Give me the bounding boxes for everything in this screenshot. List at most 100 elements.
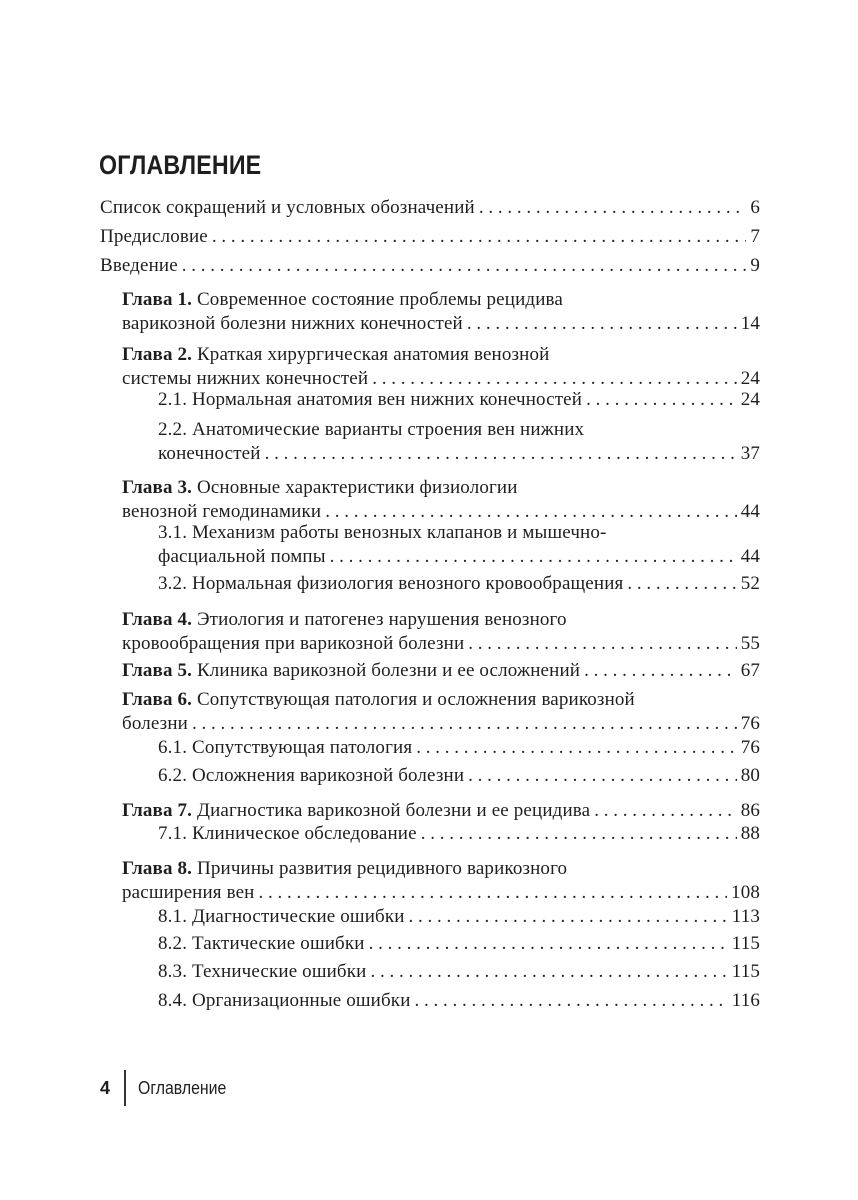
toc-entry-text: фасциальной помпы <box>158 545 326 567</box>
toc-page-number: 55 <box>740 632 760 654</box>
toc-entry[interactable]: Глава 4. Этиология и патогенез нарушения… <box>122 608 760 655</box>
toc-entry[interactable]: Глава 7. Диагностика варикозной болезни … <box>122 799 760 823</box>
toc-page-number: 115 <box>731 933 760 954</box>
toc-entry-line: 8.3. Технические ошибки 115 <box>158 960 760 984</box>
dot-leader <box>627 572 736 596</box>
chapter-label: Глава 3. <box>122 477 193 498</box>
toc-entry[interactable]: 7.1. Клиническое обследование 88 <box>158 822 760 846</box>
dot-leader <box>468 632 736 656</box>
toc-entry[interactable]: 3.2. Нормальная физиология венозного кро… <box>158 572 760 596</box>
toc-entry-line: 2.2. Анатомические варианты строения вен… <box>158 418 760 442</box>
toc-entry[interactable]: Глава 3. Основные характеристики физиоло… <box>122 476 760 523</box>
toc-entry-text: расширения вен <box>122 881 255 903</box>
toc-entry-line: 3.2. Нормальная физиология венозного кро… <box>158 572 760 596</box>
toc-entry-line: Введение 9 <box>100 254 760 278</box>
toc-entry[interactable]: Список сокращений и условных обозначений… <box>100 196 760 220</box>
toc-entry-text: системы нижних конечностей <box>122 367 369 389</box>
page-number: 4 <box>100 1077 111 1098</box>
page-title: ОГЛАВЛЕНИЕ <box>99 150 262 180</box>
toc-entry-line: 6.2. Осложнения варикозной болезни 80 <box>158 764 760 788</box>
toc-entry-text: Список сокращений и условных обозначений <box>100 197 475 218</box>
toc-entry-text: Клиника варикозной болезни и ее осложнен… <box>192 660 581 681</box>
chapter-label: Глава 1. <box>122 289 193 310</box>
toc-page-number: 86 <box>740 800 760 821</box>
toc-entry-text: конечностей <box>158 442 261 464</box>
toc-entry-line: Список сокращений и условных обозначений… <box>100 196 760 220</box>
toc-entry[interactable]: 8.1. Диагностические ошибки 113 <box>158 905 760 929</box>
toc-entry-line: Глава 2. Краткая хирургическая анатомия … <box>122 343 760 367</box>
toc-entry-line: системы нижних конечностей 24 <box>122 367 760 391</box>
toc-page-number: 88 <box>740 823 760 844</box>
toc-entry-text: Основные характеристики физиологии <box>192 477 518 498</box>
dot-leader <box>416 736 736 760</box>
toc-entry-line: Глава 5. Клиника варикозной болезни и ее… <box>122 659 760 683</box>
dot-leader <box>212 225 746 249</box>
toc-entry-text: 2.2. Анатомические варианты строения вен… <box>158 419 585 440</box>
toc-page-number: 108 <box>731 881 760 903</box>
toc-entry-line: Предисловие 7 <box>100 225 760 249</box>
toc-page-number: 113 <box>731 906 760 927</box>
dot-leader <box>409 905 728 929</box>
toc-entry[interactable]: 6.2. Осложнения варикозной болезни 80 <box>158 764 760 788</box>
toc-entry[interactable]: 8.4. Организационные ошибки 116 <box>158 989 760 1013</box>
toc-entry-text: Этиология и патогенез нарушения венозног… <box>192 609 567 630</box>
toc-page-number: 44 <box>740 545 760 567</box>
toc-entry[interactable]: Введение 9 <box>100 254 760 278</box>
toc-entry-line: 8.4. Организационные ошибки 116 <box>158 989 760 1013</box>
toc-entry-line: Глава 6. Сопутствующая патология и ослож… <box>122 688 760 712</box>
dot-leader <box>265 442 737 466</box>
chapter-label: Глава 8. <box>122 858 193 879</box>
toc-entry[interactable]: Глава 1. Современное состояние проблемы … <box>122 288 760 335</box>
toc-entry-text: Предисловие <box>100 226 208 247</box>
toc-entry[interactable]: 8.3. Технические ошибки 115 <box>158 960 760 984</box>
toc-entry[interactable]: Предисловие 7 <box>100 225 760 249</box>
dot-leader <box>584 659 737 683</box>
toc-entry[interactable]: 2.2. Анатомические варианты строения вен… <box>158 418 760 465</box>
toc-entry-line: Глава 7. Диагностика варикозной болезни … <box>122 799 760 823</box>
toc-entry[interactable]: 3.1. Механизм работы венозных клапанов и… <box>158 521 760 568</box>
toc-entry[interactable]: 2.1. Нормальная анатомия вен нижних коне… <box>158 388 760 412</box>
toc-entry-text: 6.2. Осложнения варикозной болезни <box>158 765 465 786</box>
toc-entry-text: 8.3. Технические ошибки <box>158 961 367 982</box>
toc-entry[interactable]: 8.2. Тактические ошибки 115 <box>158 932 760 956</box>
toc-entry-line: Глава 3. Основные характеристики физиоло… <box>122 476 760 500</box>
toc-page-number: 52 <box>740 573 760 594</box>
dot-leader <box>258 881 727 905</box>
toc-entry-line: Глава 8. Причины развития рецидивного ва… <box>122 857 760 881</box>
dot-leader <box>325 500 737 524</box>
toc-entry-line: 6.1. Сопутствующая патология 76 <box>158 736 760 760</box>
toc-entry-line: конечностей 37 <box>158 442 760 466</box>
chapter-label: Глава 7. <box>122 800 193 821</box>
toc-entry[interactable]: Глава 6. Сопутствующая патология и ослож… <box>122 688 760 735</box>
toc-entry-line: венозной гемодинамики 44 <box>122 500 760 524</box>
toc-entry-text: 6.1. Сопутствующая патология <box>158 737 413 758</box>
toc-page-number: 24 <box>740 389 760 410</box>
toc-entry-line: расширения вен 108 <box>122 881 760 905</box>
toc-entry[interactable]: 6.1. Сопутствующая патология 76 <box>158 736 760 760</box>
toc-entry-line: 3.1. Механизм работы венозных клапанов и… <box>158 521 760 545</box>
toc-entry-line: Глава 1. Современное состояние проблемы … <box>122 288 760 312</box>
toc-page-number: 67 <box>740 660 760 681</box>
dot-leader <box>594 799 736 823</box>
toc-entry[interactable]: Глава 2. Краткая хирургическая анатомия … <box>122 343 760 390</box>
footer-divider <box>124 1070 127 1106</box>
toc-entry-text: варикозной болезни нижних конечностей <box>122 312 463 334</box>
toc-entry-text: 2.1. Нормальная анатомия вен нижних коне… <box>158 389 583 410</box>
toc-page-number: 24 <box>740 367 760 389</box>
toc-page-number: 76 <box>740 712 760 734</box>
toc-entry-text: Введение <box>100 255 178 276</box>
toc-entry[interactable]: Глава 5. Клиника варикозной болезни и ее… <box>122 659 760 683</box>
toc-entry-line: 8.1. Диагностические ошибки 113 <box>158 905 760 929</box>
toc-page-number: 44 <box>740 500 760 522</box>
toc-entry-line: Глава 4. Этиология и патогенез нарушения… <box>122 608 760 632</box>
toc-page-number: 7 <box>750 226 760 247</box>
toc-entry-line: варикозной болезни нижних конечностей 14 <box>122 312 760 336</box>
toc-entry-text: Диагностика варикозной болезни и ее реци… <box>192 800 591 821</box>
toc-page-number: 37 <box>740 442 760 464</box>
toc-entry-line: 2.1. Нормальная анатомия вен нижних коне… <box>158 388 760 412</box>
toc-entry[interactable]: Глава 8. Причины развития рецидивного ва… <box>122 857 760 904</box>
toc-entry-line: болезни 76 <box>122 712 760 736</box>
toc-page-number: 6 <box>750 197 760 218</box>
dot-leader <box>330 545 737 569</box>
chapter-label: Глава 5. <box>122 660 193 681</box>
